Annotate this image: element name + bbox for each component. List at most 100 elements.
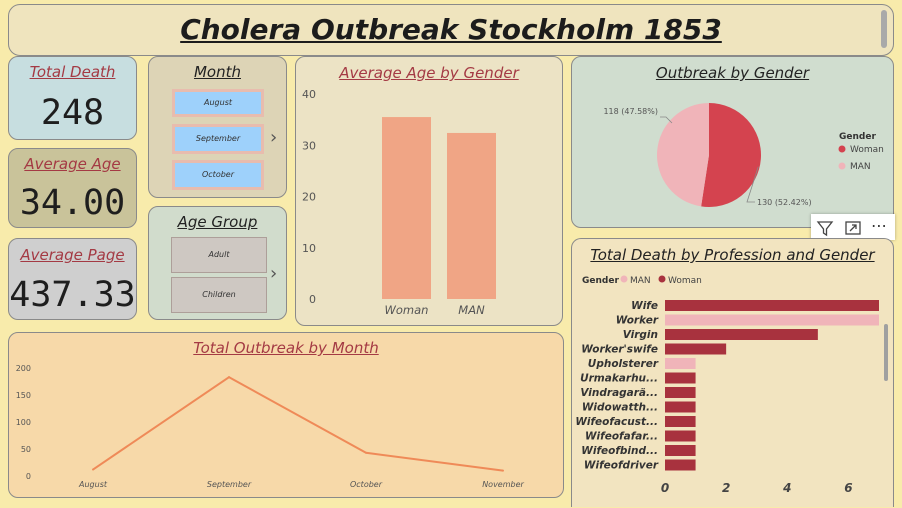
profession-chart: Gender MAN Woman Wife Worker Virgin Worker'swi…: [575, 275, 879, 495]
x-tick-label: September: [207, 480, 252, 489]
prof-legend-marker: [620, 275, 628, 283]
y-tick-label: 0: [309, 293, 316, 306]
avg-age-chart-title: Average Age by Gender: [339, 64, 519, 82]
avg-age-chart: 0 10 20 30 40 Woman MAN: [302, 88, 496, 317]
profession-label: Worker'swife: [581, 344, 658, 356]
x-tick-label: 4: [782, 481, 791, 495]
profession-label: Virgin: [623, 329, 658, 341]
y-tick-label: 0: [26, 472, 31, 481]
month-option-october[interactable]: October: [172, 160, 264, 190]
age-group-option-adult[interactable]: Adult: [171, 237, 267, 273]
filter-icon[interactable]: [815, 218, 835, 238]
y-tick-label: 20: [302, 191, 316, 204]
x-tick-label: 0: [661, 481, 669, 495]
profession-chart-title: Total Death by Profession and Gender: [590, 246, 875, 264]
prof-legend-label-woman: Woman: [668, 276, 702, 286]
profession-label: Wifeofdriver: [584, 460, 659, 472]
age-group-slicer: Age Group Adult Children ›: [148, 206, 287, 320]
profession-bar: [665, 416, 696, 427]
header-scrollbar[interactable]: [881, 10, 887, 48]
profession-bar: [665, 343, 727, 355]
focus-mode-icon[interactable]: [843, 218, 863, 238]
avg-age-by-gender-panel: Average Age by Gender 0 10 20 30 40 Woman MAN: [295, 56, 563, 326]
profession-bar: [665, 372, 696, 384]
pie-label-man: 118 (47.58%): [603, 107, 658, 116]
prof-legend-title: Gender: [582, 276, 619, 286]
pie-legend-title: Gender: [839, 132, 876, 142]
y-tick-label: 40: [302, 88, 316, 101]
death-by-profession-panel: Total Death by Profession and Gender Gen…: [571, 238, 894, 507]
prof-legend-marker: [658, 275, 666, 283]
profession-label: Widowatth...: [582, 402, 658, 414]
x-tick-label: August: [78, 480, 108, 489]
bar-man: [447, 132, 496, 299]
pie-slice-man: [656, 103, 709, 207]
visual-toolbar: ⋯: [811, 214, 895, 240]
month-option-august[interactable]: August: [172, 89, 264, 117]
line-point: [228, 376, 230, 379]
profession-label: Wifeofafar...: [585, 431, 658, 443]
pie-legend-label-woman: Woman: [850, 145, 884, 155]
pie-leader-line: [746, 166, 759, 203]
kpi-average-page-value: 437.33: [9, 275, 136, 315]
y-tick-label: 200: [16, 364, 31, 373]
age-group-slicer-next-icon[interactable]: ›: [270, 263, 278, 284]
outbreak-by-gender-panel: Outbreak by Gender 130 (52.42%) 118 (47.5…: [571, 56, 894, 228]
x-tick-label: October: [350, 480, 383, 489]
age-group-slicer-title: Age Group: [177, 213, 258, 231]
kpi-total-death-card: Total Death 248: [8, 56, 137, 140]
line-point: [365, 451, 367, 454]
y-tick-label: 10: [302, 242, 316, 255]
month-line-chart: 0 50 100 150 200 August September October Novemb…: [16, 364, 525, 489]
x-tick-label: MAN: [458, 303, 485, 317]
month-slicer-title: Month: [193, 63, 241, 81]
outbreak-gender-pie-chart: 130 (52.42%) 118 (47.58%) Gender Woman MAN: [603, 103, 884, 207]
profession-bar: [665, 329, 818, 340]
profession-bar: [665, 387, 696, 398]
month-slicer-next-icon[interactable]: ›: [270, 127, 278, 148]
profession-chart-scrollbar[interactable]: [884, 324, 888, 381]
age-group-option-children[interactable]: Children: [171, 277, 267, 313]
profession-label: Vindragarä...: [580, 387, 658, 399]
profession-label: Wifeofacust...: [575, 416, 658, 428]
outbreak-gender-chart-title: Outbreak by Gender: [655, 64, 810, 82]
profession-label: Worker: [616, 315, 659, 327]
month-line-chart-title: Total Outbreak by Month: [193, 339, 379, 357]
outbreak-line: [92, 376, 504, 472]
profession-bar: [665, 300, 879, 311]
x-tick-label: November: [482, 480, 524, 489]
profession-bar: [665, 314, 879, 326]
month-option-september[interactable]: September: [172, 124, 264, 154]
profession-label: Upholsterer: [588, 358, 659, 370]
line-point: [92, 468, 94, 471]
pie-legend-marker: [838, 162, 846, 170]
kpi-total-death-value: 248: [40, 93, 105, 133]
kpi-average-age-value: 34.00: [19, 183, 126, 223]
profession-label: Wifeofbind...: [581, 445, 658, 457]
pie-label-woman: 130 (52.42%): [757, 198, 812, 207]
more-options-icon[interactable]: ⋯: [871, 216, 887, 235]
profession-bar: [665, 445, 696, 456]
x-tick-label: Woman: [385, 303, 429, 317]
pie-slice-woman: [701, 103, 761, 207]
x-tick-label: 6: [844, 481, 852, 495]
pie-legend-marker: [838, 145, 846, 153]
kpi-average-page-card: Average Page 437.33: [8, 238, 137, 320]
line-point: [502, 469, 504, 472]
page-title: Cholera Outbreak Stockholm 1853: [180, 13, 722, 46]
bar-woman: [382, 117, 431, 299]
kpi-average-page-label: Average Page: [20, 246, 125, 264]
profession-bar: [665, 430, 696, 442]
profession-bar: [665, 358, 696, 369]
x-tick-label: 2: [722, 481, 730, 495]
outbreak-by-month-panel: Total Outbreak by Month 0 50 100 150 200 Augu…: [8, 332, 564, 498]
pie-legend-label-man: MAN: [850, 162, 871, 172]
profession-label: Wife: [631, 300, 658, 312]
profession-bar: [665, 459, 696, 471]
profession-bar: [665, 401, 696, 413]
prof-legend-label-man: MAN: [630, 276, 651, 286]
y-tick-label: 30: [302, 139, 316, 152]
y-tick-label: 50: [21, 445, 31, 454]
kpi-average-age-label: Average Age: [24, 155, 121, 173]
header-panel: Cholera Outbreak Stockholm 1853: [8, 4, 894, 56]
